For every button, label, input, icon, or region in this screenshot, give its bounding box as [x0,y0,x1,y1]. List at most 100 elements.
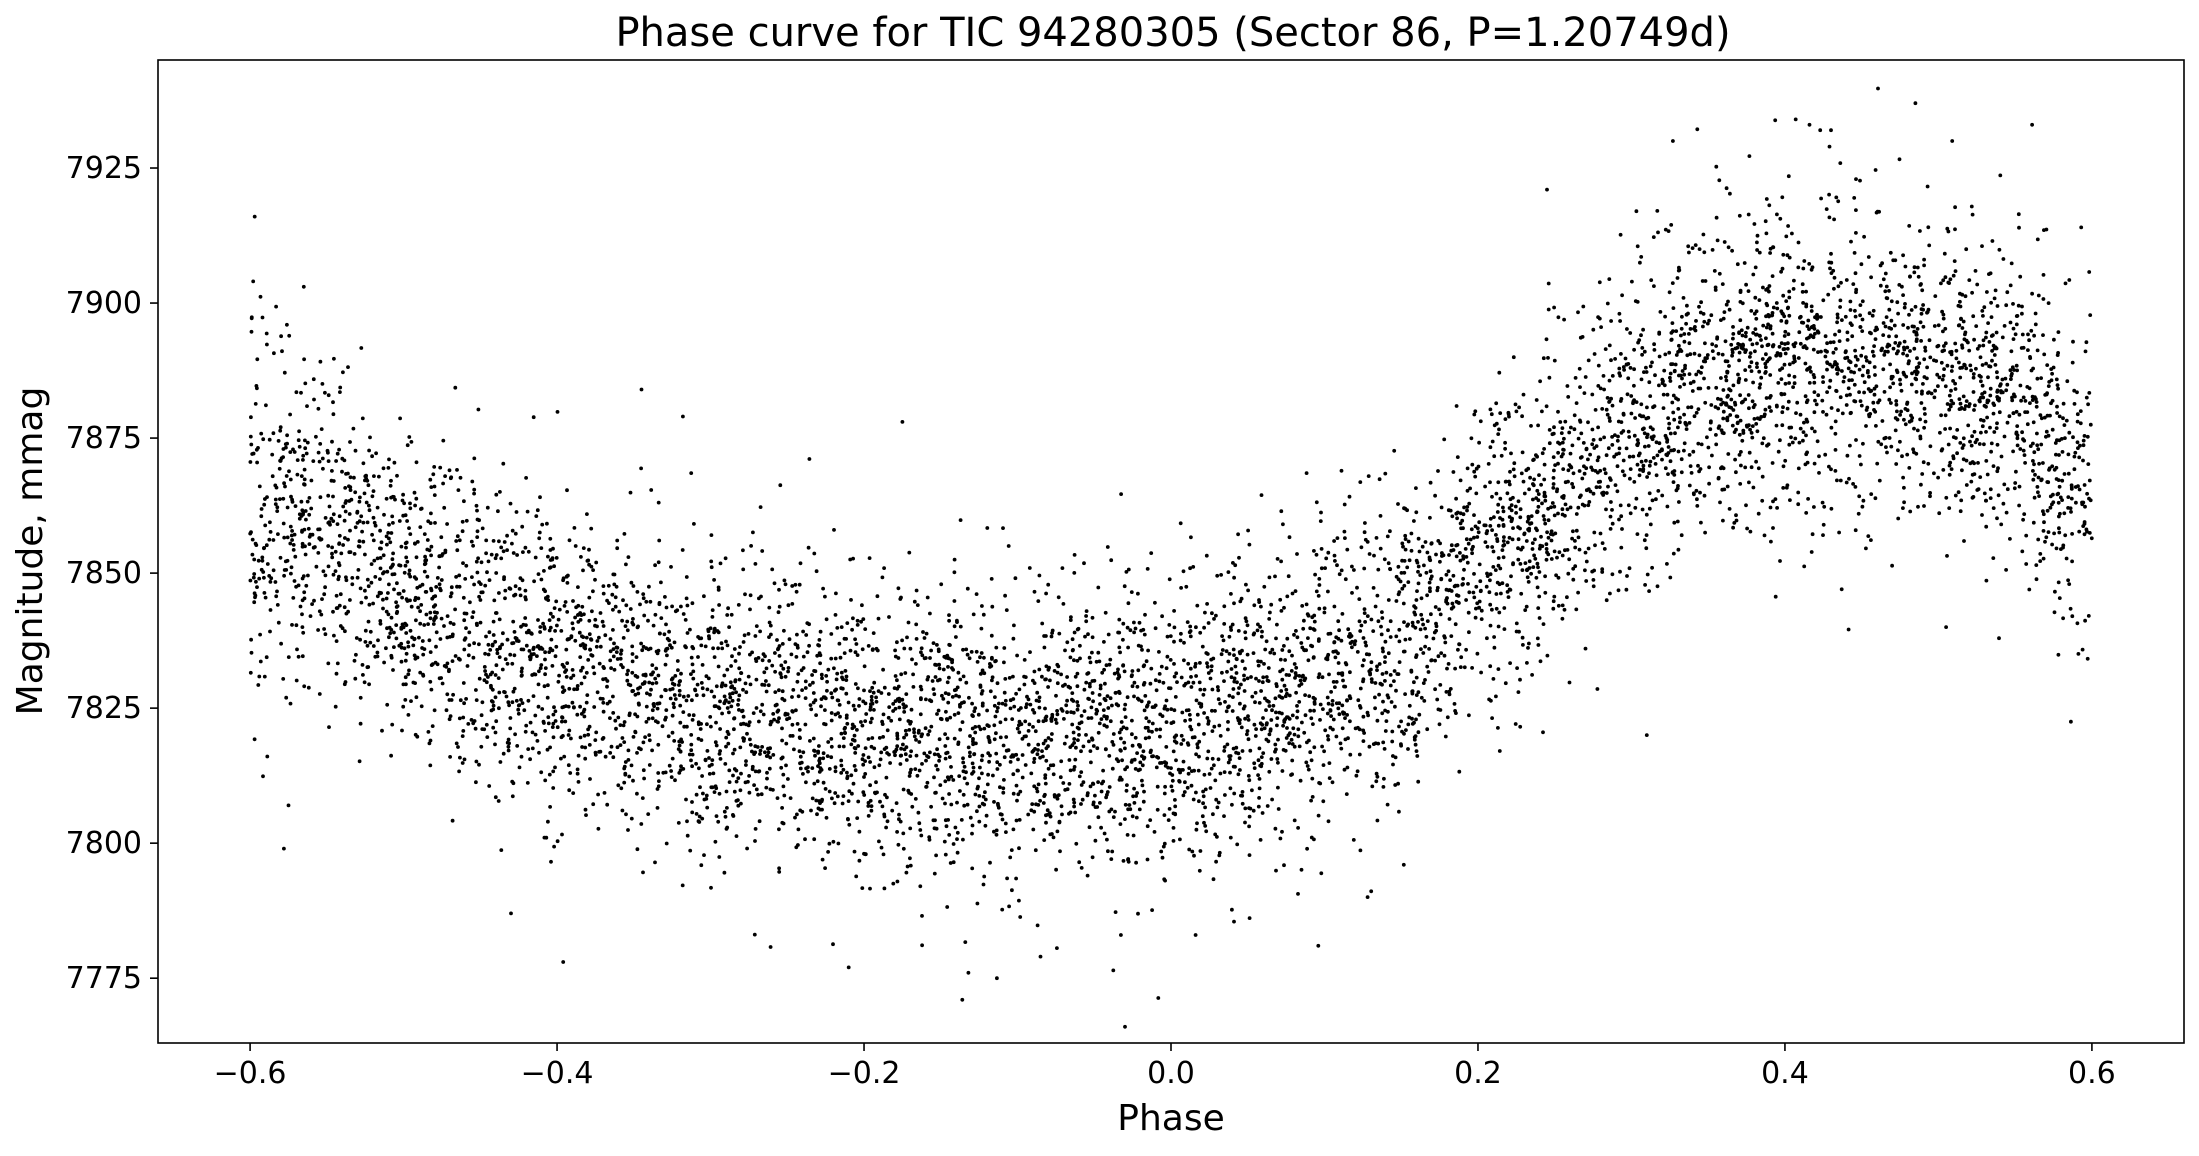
data-point [1232,575,1236,580]
data-point [331,400,335,405]
data-point [925,595,930,600]
data-point [1248,806,1253,811]
data-point [876,616,881,621]
data-point [1108,719,1113,724]
data-point [732,789,737,794]
data-point [1184,584,1189,589]
data-point [965,652,970,657]
data-point [952,712,957,717]
data-point [1713,405,1718,409]
data-point [351,426,356,431]
data-point [296,583,301,588]
data-point [547,618,552,622]
data-point [957,774,962,778]
data-point [1145,824,1150,829]
data-point [1730,248,1734,253]
data-point [910,804,915,809]
data-point [868,689,872,693]
data-point [323,632,328,637]
data-point [530,746,535,751]
data-point [1996,466,2000,471]
data-point [1542,462,1547,467]
data-point [1090,691,1095,695]
data-point [2000,377,2005,382]
data-point [563,719,568,724]
data-point [534,514,539,518]
data-point [1854,177,1858,182]
data-point [390,572,395,577]
data-point [1158,734,1162,739]
data-point [1399,571,1404,575]
data-point [1535,585,1540,590]
data-point [717,603,721,607]
data-point [913,797,918,801]
data-point [640,682,645,686]
data-point [498,490,502,494]
data-point [1546,518,1551,523]
data-point [1676,425,1680,430]
data-point [1787,313,1792,318]
data-point [1369,660,1374,665]
data-point [1531,482,1535,486]
data-point [637,746,641,751]
data-point [734,690,738,695]
data-point [1342,502,1347,507]
data-point [1825,341,1829,346]
data-point [358,495,362,500]
data-point [1203,787,1208,792]
data-point [1056,595,1061,600]
data-point [1034,786,1039,791]
data-point [948,861,953,865]
data-point [511,551,516,555]
data-point [375,505,380,510]
data-point [673,697,678,701]
data-point [1828,362,1832,367]
data-point [2059,547,2063,551]
data-point [758,752,762,756]
data-point [248,670,253,675]
data-point [1306,767,1311,772]
data-point [995,760,1000,765]
data-point [333,569,338,573]
data-point [1982,305,1987,310]
data-point [601,624,606,628]
data-point [1163,704,1167,709]
data-point [1280,677,1285,682]
data-point [677,688,682,693]
data-point [562,665,566,669]
data-point [1247,853,1252,857]
data-point [1000,817,1005,822]
data-point [815,779,820,784]
data-point [303,552,308,557]
data-point [512,630,517,634]
data-point [895,678,899,683]
data-point [659,616,664,620]
data-point [421,673,426,678]
data-point [860,723,865,728]
data-point [1751,331,1756,335]
data-point [1316,675,1321,680]
data-point [732,686,737,691]
data-point [1821,380,1825,384]
data-point [1194,752,1198,757]
data-point [518,593,523,598]
data-point [1079,802,1083,806]
data-point [2004,568,2008,572]
data-point [1326,550,1331,555]
data-point [1477,605,1481,610]
data-point [287,469,291,474]
data-point [2050,371,2055,376]
data-point [1406,747,1410,751]
data-point [784,741,789,746]
data-point [713,740,718,745]
data-point [1070,697,1074,702]
data-point [1468,486,1472,491]
data-point [1526,646,1530,650]
data-point [2015,433,2020,438]
data-point [378,528,382,533]
data-point [1827,260,1832,265]
data-point [1751,272,1756,277]
data-point [1936,323,1941,328]
data-point [1675,519,1680,524]
data-point [608,649,613,654]
